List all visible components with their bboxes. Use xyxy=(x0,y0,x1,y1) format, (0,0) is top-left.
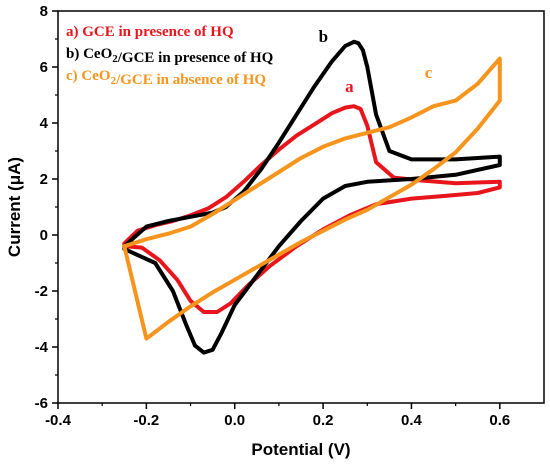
series-a-curve xyxy=(122,104,502,314)
x-tick-label: 0.0 xyxy=(224,412,245,429)
series-b-curve xyxy=(122,39,502,355)
x-tick-label: 0.4 xyxy=(401,412,423,429)
y-tick-label: 6 xyxy=(40,59,48,76)
curve-label-c: c xyxy=(425,63,433,82)
legend-entry-c: c) CeO2/GCE in absence of HQ xyxy=(66,68,266,88)
legend-entry-b: b) CeO2/GCE in presence of HQ xyxy=(66,46,274,66)
y-axis-label: Current (μA) xyxy=(5,157,24,257)
x-tick-label: 0.6 xyxy=(489,412,510,429)
y-tick-label: 4 xyxy=(40,115,49,132)
x-axis-label: Potential (V) xyxy=(251,440,350,459)
y-tick-label: -2 xyxy=(35,283,48,300)
plot-frame xyxy=(57,10,545,404)
axis-ticks: -0.4 -0.2 0.0 0.2 0.4 0.6 -6 -4 -2 0 2 4 6 8 xyxy=(35,3,511,429)
y-tick-label: -6 xyxy=(35,395,48,412)
x-tick-label: -0.4 xyxy=(45,412,72,429)
x-tick-label: -0.2 xyxy=(133,412,159,429)
data-series xyxy=(122,39,502,355)
legend: a) GCE in presence of HQ b) CeO2/GCE in p… xyxy=(66,24,274,88)
curve-label-a: a xyxy=(345,77,354,96)
y-tick-label: -4 xyxy=(35,339,49,356)
y-tick-label: 0 xyxy=(40,227,48,244)
y-tick-label: 2 xyxy=(40,171,48,188)
curve-label-b: b xyxy=(319,27,328,46)
curve-labels: a b c xyxy=(319,27,433,96)
series-c-curve xyxy=(122,56,502,341)
legend-entry-a: a) GCE in presence of HQ xyxy=(66,24,234,40)
y-tick-label: 8 xyxy=(40,3,48,20)
x-tick-label: 0.2 xyxy=(313,412,334,429)
